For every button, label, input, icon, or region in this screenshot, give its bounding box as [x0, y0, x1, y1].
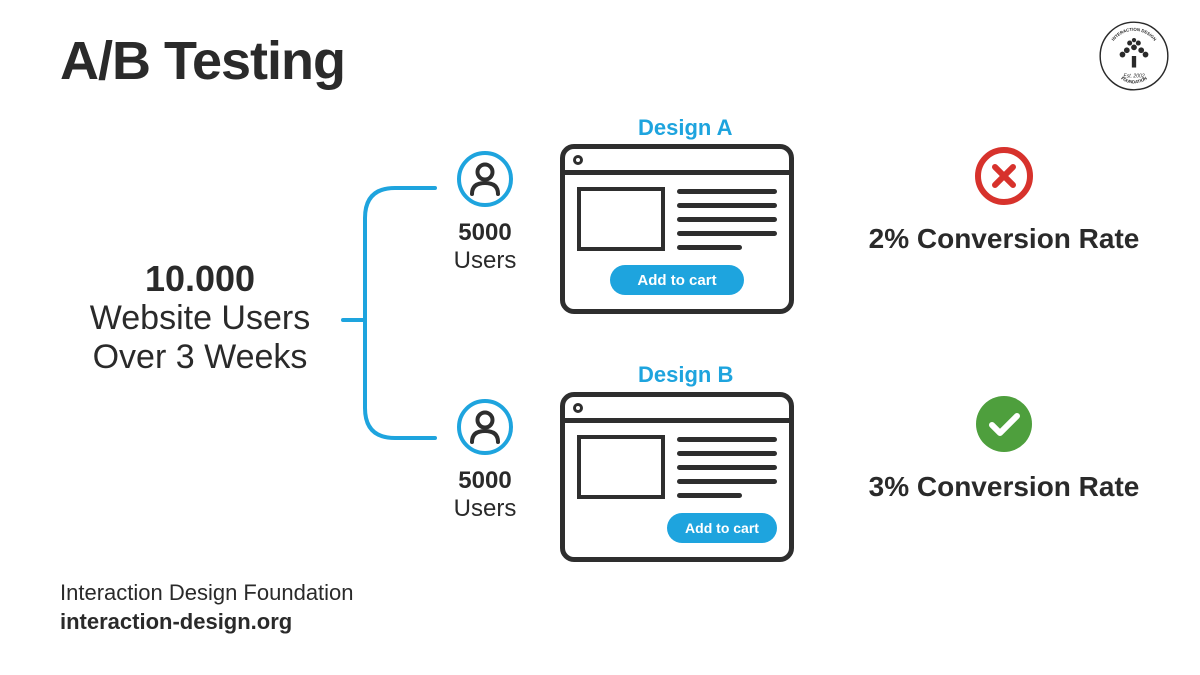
product-image-placeholder — [577, 435, 665, 499]
branch-b-users: 5000 Users — [425, 398, 545, 523]
add-to-cart-button[interactable]: Add to cart — [610, 265, 744, 295]
attribution: Interaction Design Foundation interactio… — [60, 578, 354, 637]
source-count: 10.000 — [60, 258, 340, 299]
page-title: A/B Testing — [60, 30, 345, 92]
branch-a-users-word: Users — [425, 247, 545, 275]
design-b-label: Design B — [638, 362, 733, 388]
idf-logo: INTERACTION DESIGN FOUNDATION Est. 2002 — [1098, 20, 1170, 92]
text-lines-placeholder — [677, 189, 777, 259]
source-population: 10.000 Website Users Over 3 Weeks — [60, 258, 340, 378]
pass-icon — [974, 394, 1034, 454]
branch-a-users: 5000 Users — [425, 150, 545, 275]
fail-icon — [974, 146, 1034, 206]
result-a: 2% Conversion Rate — [844, 146, 1164, 255]
result-b: 3% Conversion Rate — [844, 394, 1164, 503]
product-image-placeholder — [577, 187, 665, 251]
design-a-label: Design A — [638, 115, 733, 141]
source-label-2: Over 3 Weeks — [60, 338, 340, 377]
text-lines-placeholder — [677, 437, 777, 507]
window-dot-icon — [573, 403, 583, 413]
window-titlebar — [565, 149, 789, 175]
branch-b-users-word: Users — [425, 495, 545, 523]
mockup-design-a: Add to cart — [560, 144, 794, 314]
attribution-org: Interaction Design Foundation — [60, 578, 354, 608]
result-a-text: 2% Conversion Rate — [844, 223, 1164, 255]
window-dot-icon — [573, 155, 583, 165]
branch-a-count: 5000 — [425, 219, 545, 247]
window-titlebar — [565, 397, 789, 423]
attribution-link: interaction-design.org — [60, 607, 354, 637]
mockup-design-b: Add to cart — [560, 392, 794, 562]
add-to-cart-button[interactable]: Add to cart — [667, 513, 777, 543]
svg-text:Est. 2002: Est. 2002 — [1123, 74, 1144, 80]
branch-b-count: 5000 — [425, 467, 545, 495]
person-icon — [456, 398, 514, 456]
result-b-text: 3% Conversion Rate — [844, 471, 1164, 503]
person-icon — [456, 150, 514, 208]
source-label-1: Website Users — [60, 299, 340, 338]
